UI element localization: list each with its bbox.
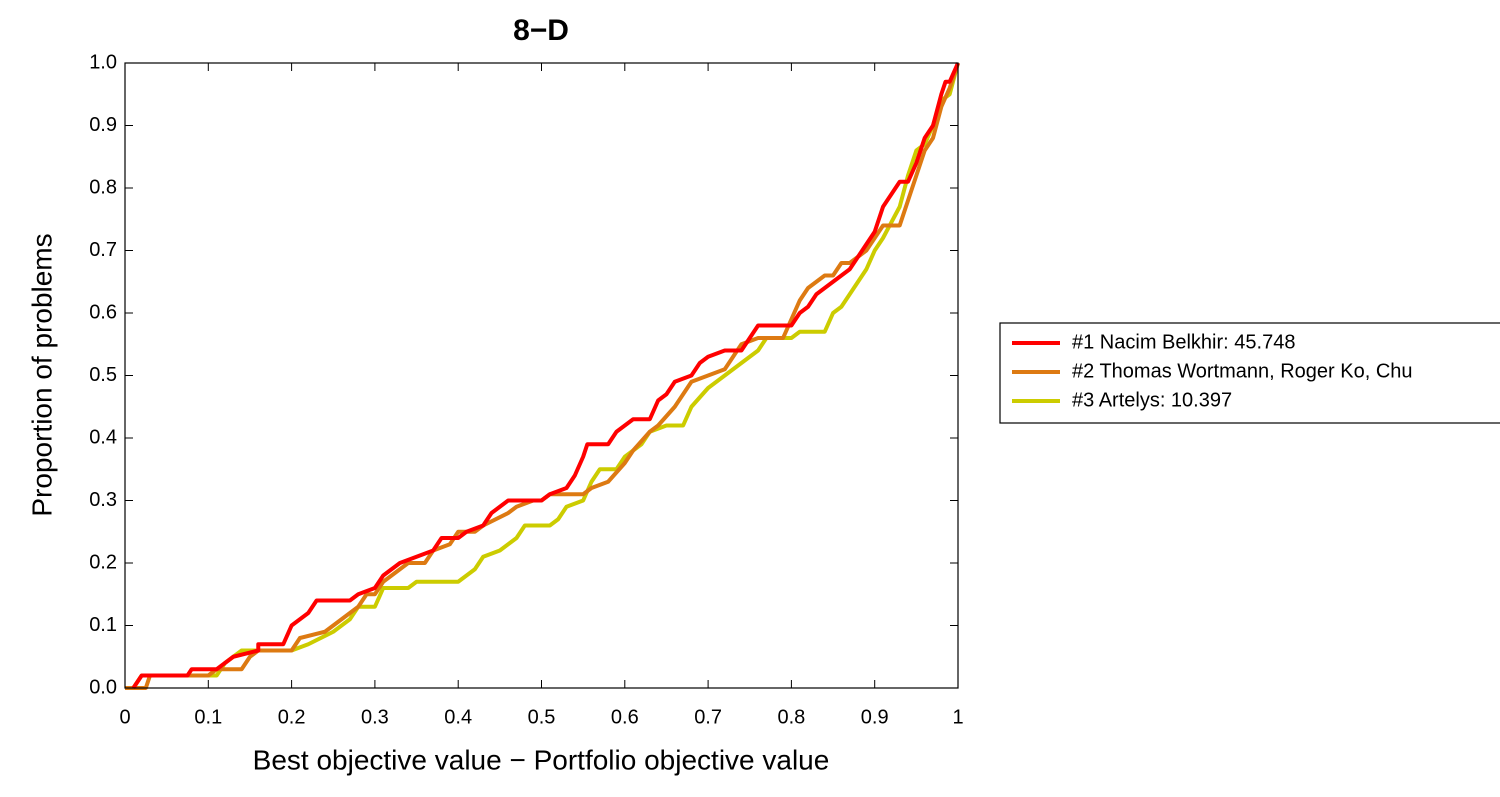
plot-frame <box>124 62 959 689</box>
chart-title: 8−D <box>513 14 569 47</box>
x-tick-label: 0.9 <box>861 706 889 728</box>
x-tick-label: 0 <box>119 706 130 728</box>
plot-area <box>125 63 958 688</box>
series-line <box>125 62 960 690</box>
x-tick-label: 0.4 <box>444 706 472 728</box>
legend-label: #3 Artelys: 10.397 <box>1072 389 1232 411</box>
series-line <box>131 62 960 690</box>
legend-label: #1 Nacim Belkhir: 45.748 <box>1072 331 1295 353</box>
x-tick-label: 0.1 <box>194 706 222 728</box>
x-tick-label: 0.6 <box>611 706 639 728</box>
y-tick-label: 0.6 <box>89 301 117 323</box>
legend-label: #2 Thomas Wortmann, Roger Ko, Chu <box>1072 360 1413 382</box>
legend-box <box>999 322 1500 424</box>
y-tick-label: 0.4 <box>89 426 117 448</box>
y-tick-label: 1.0 <box>89 51 117 73</box>
x-axis-label: Best objective value − Portfolio objecti… <box>253 744 830 775</box>
x-tick-label: 0.5 <box>528 706 556 728</box>
y-axis-label: Proportion of problems <box>26 233 57 516</box>
y-tick-label: 0.2 <box>89 551 117 573</box>
x-tick-label: 0.8 <box>777 706 805 728</box>
y-tick-label: 0.0 <box>89 676 117 698</box>
y-tick-label: 0.7 <box>89 239 117 261</box>
y-tick-label: 0.3 <box>89 489 117 511</box>
x-tick-label: 0.2 <box>278 706 306 728</box>
y-tick-label: 0.5 <box>89 364 117 386</box>
y-tick-label: 0.8 <box>89 176 117 198</box>
x-tick-label: 0.7 <box>694 706 722 728</box>
y-tick-label: 0.9 <box>89 114 117 136</box>
y-tick-label: 0.1 <box>89 614 117 636</box>
x-tick-label: 0.3 <box>361 706 389 728</box>
x-tick-label: 1 <box>952 706 963 728</box>
